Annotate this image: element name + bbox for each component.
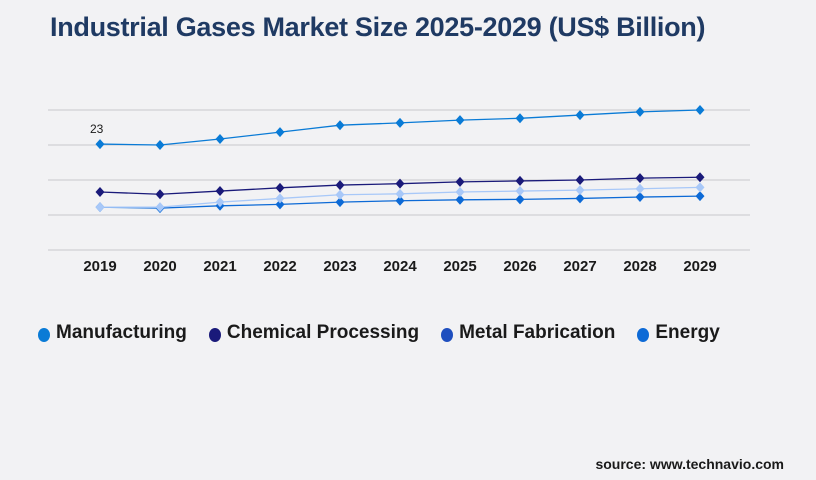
data-point <box>215 134 225 145</box>
x-tick-label: 2024 <box>383 258 417 275</box>
data-point <box>455 194 465 205</box>
legend-item: Energy <box>637 322 720 344</box>
x-tick-label: 2029 <box>683 258 716 275</box>
legend-item: Chemical Processing <box>208 322 420 344</box>
data-point <box>695 172 705 183</box>
legend-marker-icon <box>208 328 221 342</box>
data-point <box>455 176 465 187</box>
data-point <box>635 106 645 117</box>
legend-label: Manufacturing <box>56 322 187 343</box>
x-tick-label: 2025 <box>443 258 476 275</box>
legend-item: Metal Fabrication <box>441 322 615 344</box>
data-point <box>635 183 645 194</box>
data-point <box>635 192 645 203</box>
data-point <box>395 117 405 128</box>
data-point <box>155 140 165 150</box>
legend-label: Metal Fabrication <box>459 322 616 343</box>
data-point <box>95 139 105 150</box>
line-chart: 2019 2020 2021 2022 2023 2024 2025 2026 2027 2028… <box>48 105 750 275</box>
data-point <box>455 115 465 126</box>
data-point <box>95 186 105 197</box>
data-point <box>515 194 525 205</box>
data-point <box>215 186 225 197</box>
data-point <box>155 189 165 200</box>
data-point <box>395 178 405 189</box>
data-point <box>275 193 285 204</box>
chart-title: Industrial Gases Market Size 2025-2029 (… <box>50 12 706 42</box>
data-point <box>575 193 585 204</box>
data-point <box>515 175 525 186</box>
data-point <box>395 188 405 199</box>
x-tick-label: 2022 <box>263 258 296 275</box>
data-label: 23 <box>90 122 104 136</box>
data-point <box>95 202 105 213</box>
data-point <box>575 185 585 196</box>
data-point <box>395 195 405 206</box>
data-point <box>155 202 165 213</box>
legend-marker-icon <box>38 328 50 342</box>
x-tick-label: 2021 <box>203 258 236 275</box>
data-point <box>575 110 585 121</box>
source-text: source: www.technavio.com <box>595 456 784 472</box>
data-point <box>215 197 225 208</box>
x-tick-label: 2026 <box>503 258 536 275</box>
data-point <box>275 127 285 138</box>
legend-label: Energy <box>655 322 720 343</box>
x-tick-label: 2020 <box>143 258 176 275</box>
x-tick-label: 2019 <box>83 258 116 275</box>
x-tick-label: 2028 <box>623 258 656 275</box>
legend-marker-icon <box>637 328 650 342</box>
legend-marker-icon <box>441 328 454 342</box>
data-point <box>575 175 585 185</box>
data-point <box>455 186 465 197</box>
x-tick-label: 2023 <box>323 258 356 275</box>
data-point <box>695 182 705 193</box>
x-tick-label: 2027 <box>563 258 596 275</box>
data-point <box>515 186 525 197</box>
legend: Manufacturing Chemical Processing Metal Fa… <box>38 322 720 344</box>
data-point <box>695 191 705 202</box>
data-point <box>635 173 645 184</box>
data-point <box>335 180 345 191</box>
data-point <box>275 182 285 193</box>
data-point <box>515 113 525 124</box>
data-point <box>695 105 705 115</box>
data-point <box>335 120 345 131</box>
legend-label: Chemical Processing <box>226 322 420 343</box>
legend-item: Manufacturing <box>38 322 187 344</box>
data-point <box>335 197 345 208</box>
data-point <box>275 199 285 210</box>
data-point <box>335 189 345 200</box>
